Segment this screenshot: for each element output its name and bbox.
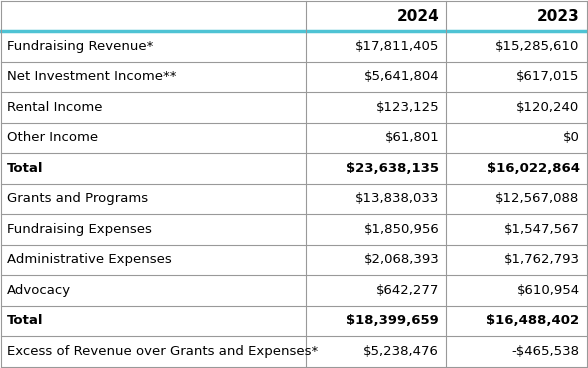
- Text: Fundraising Expenses: Fundraising Expenses: [7, 223, 152, 236]
- Text: Excess of Revenue over Grants and Expenses*: Excess of Revenue over Grants and Expens…: [7, 345, 319, 358]
- Text: $1,547,567: $1,547,567: [503, 223, 580, 236]
- Text: Grants and Programs: Grants and Programs: [7, 192, 148, 205]
- Text: $61,801: $61,801: [385, 131, 439, 144]
- Text: $610,954: $610,954: [516, 284, 580, 297]
- Text: $17,811,405: $17,811,405: [355, 40, 439, 53]
- Text: $1,850,956: $1,850,956: [363, 223, 439, 236]
- Text: $12,567,088: $12,567,088: [495, 192, 580, 205]
- Text: $15,285,610: $15,285,610: [495, 40, 580, 53]
- Text: $13,838,033: $13,838,033: [355, 192, 439, 205]
- Text: Net Investment Income**: Net Investment Income**: [7, 70, 177, 83]
- Text: $1,762,793: $1,762,793: [503, 253, 580, 266]
- Text: $120,240: $120,240: [516, 101, 580, 114]
- Text: Total: Total: [7, 314, 44, 328]
- Text: 2024: 2024: [396, 9, 439, 24]
- Text: $642,277: $642,277: [376, 284, 439, 297]
- Text: $5,641,804: $5,641,804: [363, 70, 439, 83]
- Text: Advocacy: Advocacy: [7, 284, 71, 297]
- Text: Other Income: Other Income: [7, 131, 98, 144]
- Text: $18,399,659: $18,399,659: [346, 314, 439, 328]
- Text: 2023: 2023: [537, 9, 580, 24]
- Text: -$465,538: -$465,538: [512, 345, 580, 358]
- Text: $23,638,135: $23,638,135: [346, 162, 439, 175]
- Text: Administrative Expenses: Administrative Expenses: [7, 253, 172, 266]
- Text: $617,015: $617,015: [516, 70, 580, 83]
- Text: $16,022,864: $16,022,864: [487, 162, 580, 175]
- Text: Rental Income: Rental Income: [7, 101, 103, 114]
- Text: Total: Total: [7, 162, 44, 175]
- Text: Fundraising Revenue*: Fundraising Revenue*: [7, 40, 153, 53]
- Text: $0: $0: [563, 131, 580, 144]
- Text: $5,238,476: $5,238,476: [363, 345, 439, 358]
- Text: $16,488,402: $16,488,402: [486, 314, 580, 328]
- Text: $123,125: $123,125: [376, 101, 439, 114]
- Text: $2,068,393: $2,068,393: [363, 253, 439, 266]
